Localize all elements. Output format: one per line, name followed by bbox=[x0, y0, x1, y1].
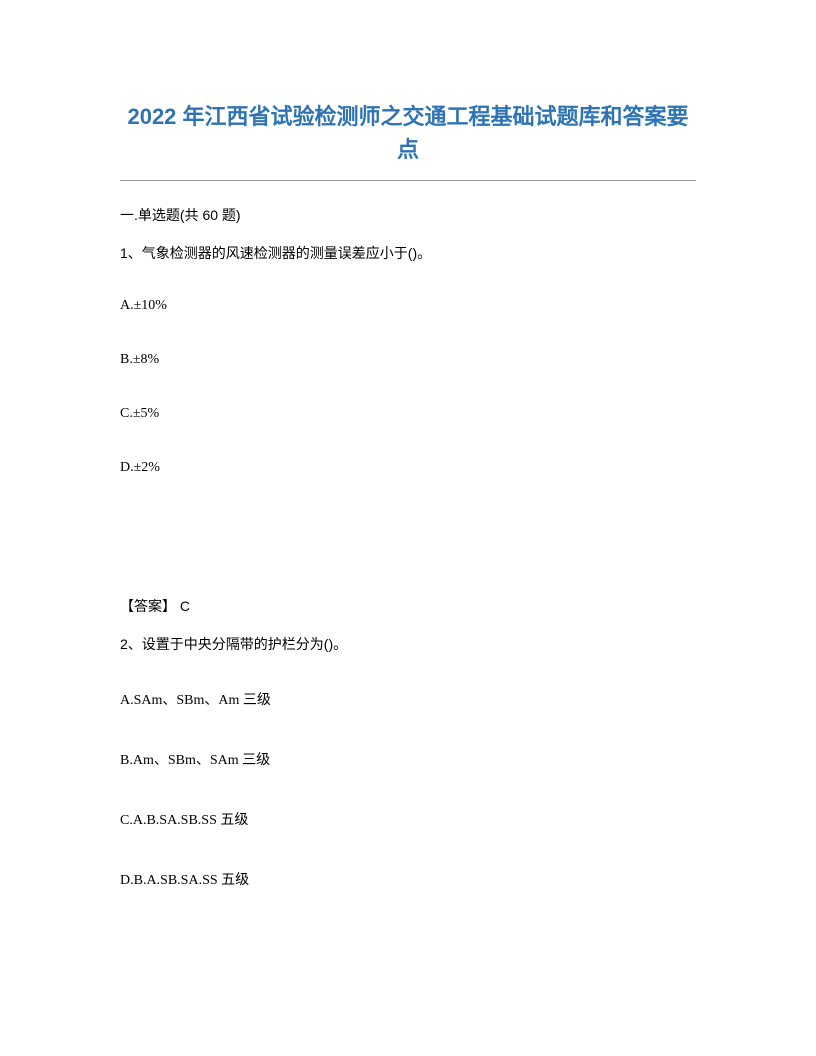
question-1-option-d: D.±2% bbox=[120, 460, 696, 476]
question-2-option-c: C.A.B.SA.SB.SS 五级 bbox=[120, 809, 696, 829]
question-1-option-b: B.±8% bbox=[120, 352, 696, 368]
page-title: 2022 年江西省试验检测师之交通工程基础试题库和答案要点 bbox=[120, 100, 696, 166]
answer-label: 【答案】 bbox=[120, 598, 176, 614]
section-header: 一.单选题(共 60 题) bbox=[120, 205, 696, 225]
question-2-option-b: B.Am、SBm、SAm 三级 bbox=[120, 749, 696, 769]
question-1-option-c: C.±5% bbox=[120, 406, 696, 422]
title-divider bbox=[120, 180, 696, 181]
answer-value: C bbox=[176, 598, 190, 614]
question-2-text: 2、设置于中央分隔带的护栏分为()。 bbox=[120, 634, 696, 655]
question-1-answer: 【答案】 C bbox=[120, 596, 696, 616]
question-1-option-a: A.±10% bbox=[120, 298, 696, 314]
question-1-text: 1、气象检测器的风速检测器的测量误差应小于()。 bbox=[120, 243, 696, 264]
question-2-option-d: D.B.A.SB.SA.SS 五级 bbox=[120, 869, 696, 889]
question-2-option-a: A.SAm、SBm、Am 三级 bbox=[120, 689, 696, 709]
